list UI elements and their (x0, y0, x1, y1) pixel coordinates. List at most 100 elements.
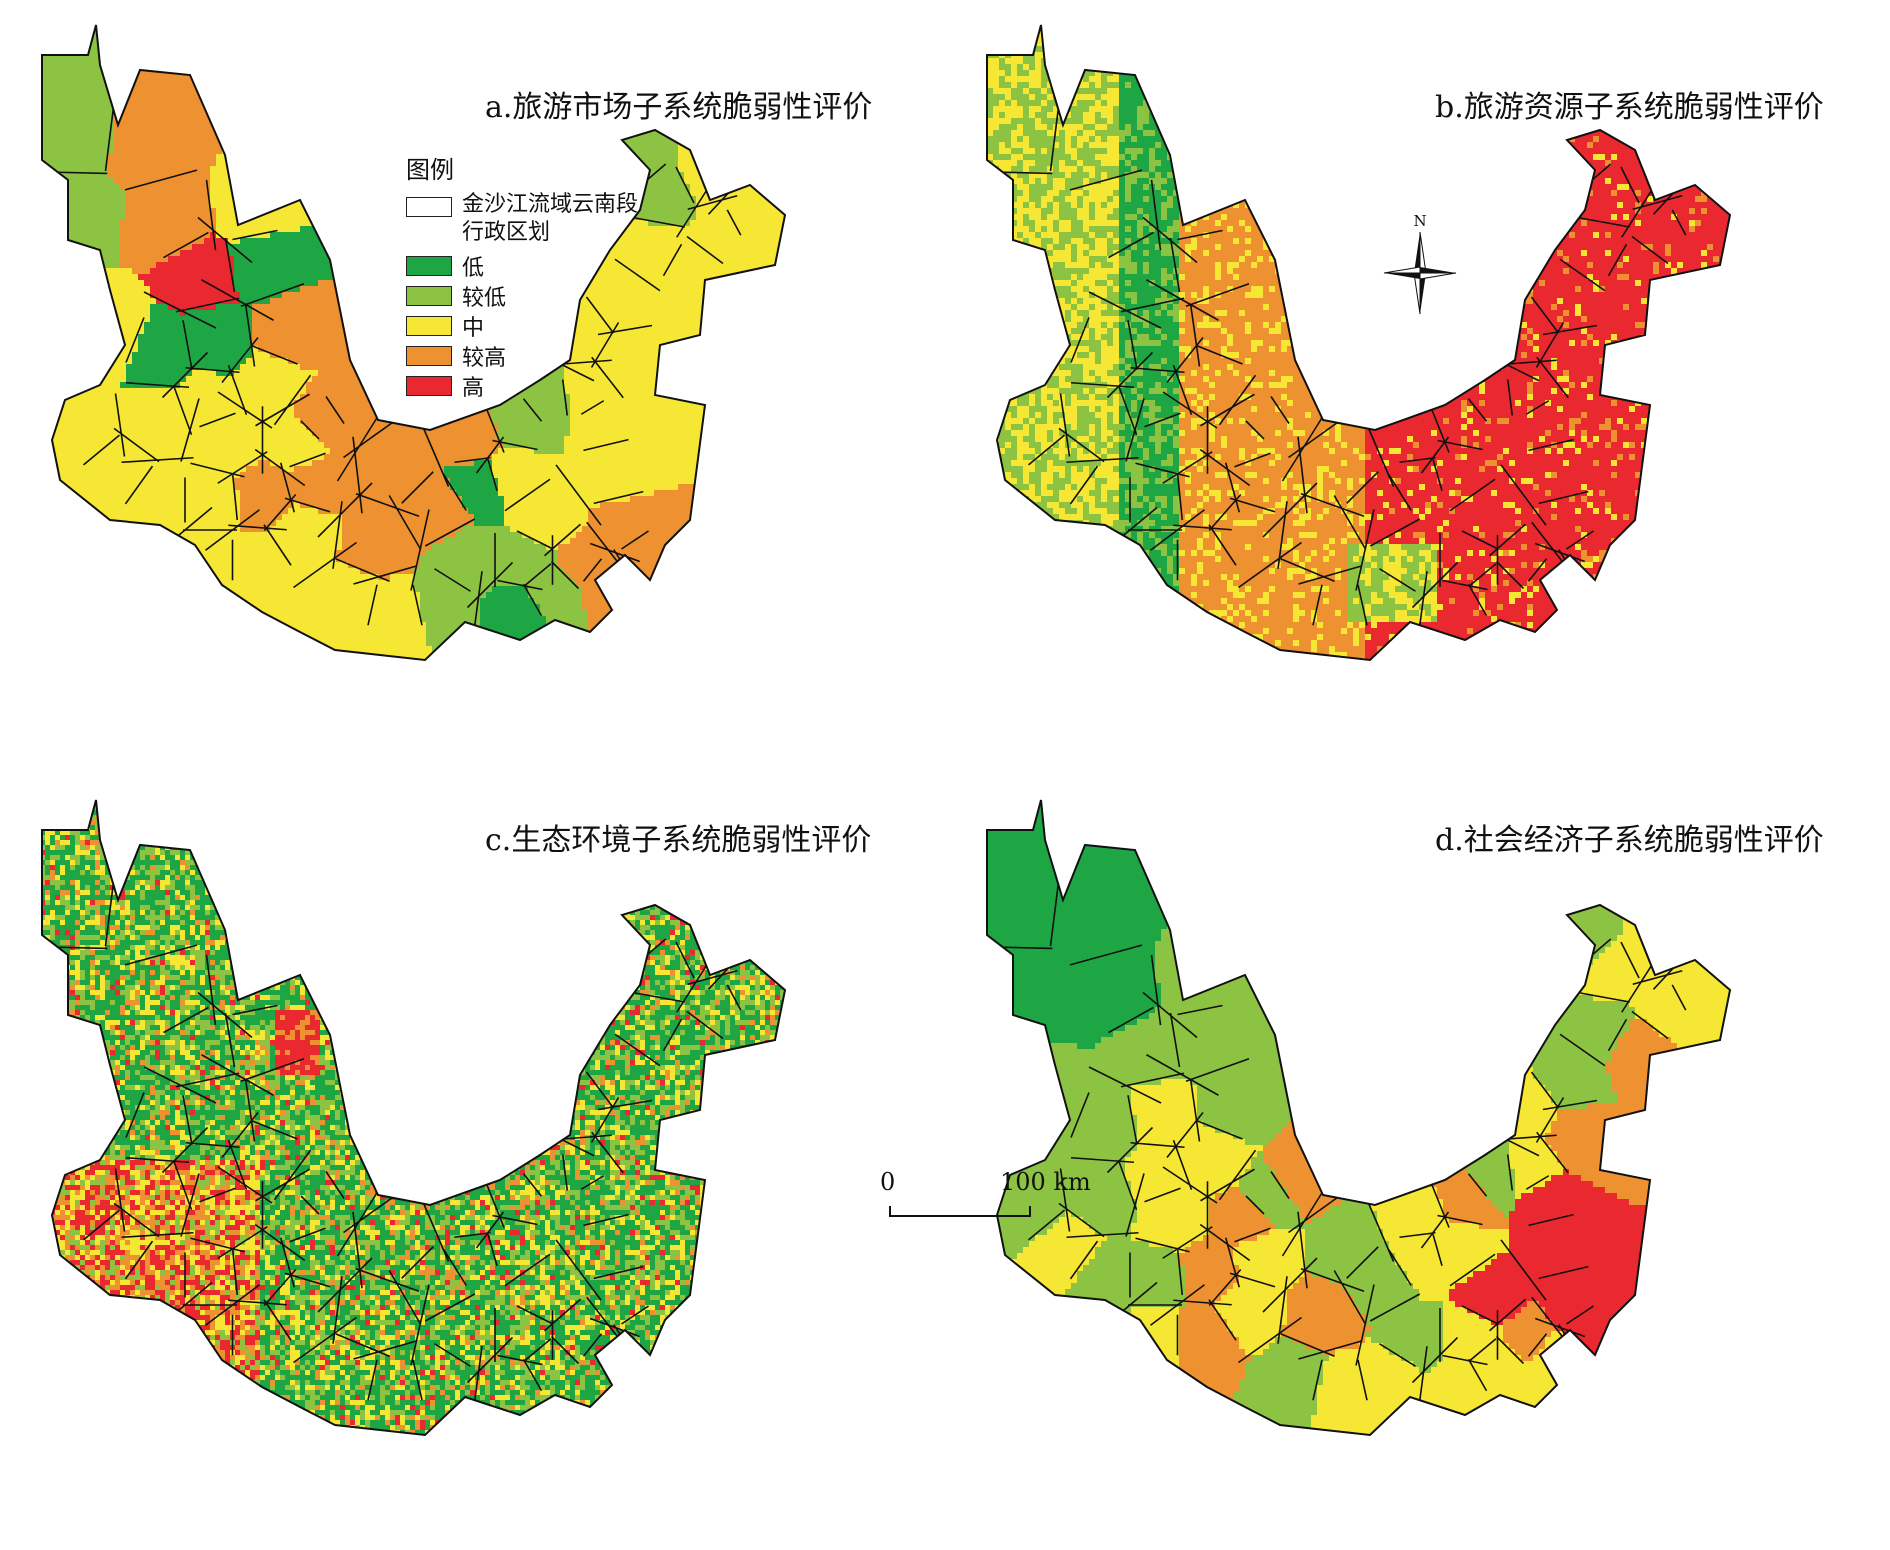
district-cell (378, 16, 384, 22)
district-cell (342, 214, 348, 220)
district-cell (120, 208, 126, 214)
district-cell (744, 58, 750, 64)
district-cell (78, 64, 84, 70)
district-cell (714, 34, 720, 40)
district-cell (528, 46, 534, 52)
district-cell (54, 76, 60, 82)
district-cell (270, 202, 276, 208)
district-cell (48, 34, 54, 40)
district-cell (186, 52, 192, 58)
district-cell (396, 94, 402, 100)
district-cell (810, 214, 816, 220)
district-cell (138, 10, 144, 16)
district-cell (114, 202, 120, 208)
district-cell (48, 82, 54, 88)
district-cell (300, 172, 306, 178)
district-cell (558, 46, 564, 52)
district-cell (522, 142, 528, 148)
district-cell (618, 70, 624, 76)
district-cell (156, 232, 162, 238)
district-cell (672, 40, 678, 46)
district-cell (36, 172, 42, 178)
district-cell (762, 28, 768, 34)
district-cell (126, 232, 132, 238)
district-cell (492, 58, 498, 64)
district-cell (42, 28, 48, 34)
district-cell (372, 112, 378, 118)
district-cell (372, 154, 378, 160)
district-cell (72, 208, 78, 214)
district-cell (228, 22, 234, 28)
district-cell (774, 196, 780, 202)
district-cell (642, 46, 648, 52)
district-cell (654, 46, 660, 52)
district-cell (786, 172, 792, 178)
district-cell (324, 220, 330, 226)
district-cell (222, 16, 228, 22)
district-cell (468, 58, 474, 64)
district-cell (366, 34, 372, 40)
district-cell (30, 178, 36, 184)
district-cell (810, 64, 816, 70)
district-cell (480, 136, 486, 142)
district-cell (396, 40, 402, 46)
district-cell (468, 88, 474, 94)
district-cell (594, 16, 600, 22)
district-cell (600, 34, 606, 40)
district-cell (264, 202, 270, 208)
district-cell (426, 76, 432, 82)
district-cell (300, 190, 306, 196)
district-cell (570, 52, 576, 58)
district-cell (348, 52, 354, 58)
district-cell (720, 184, 726, 190)
district-cell (426, 16, 432, 22)
district-cell (102, 112, 108, 118)
district-cell (228, 70, 234, 76)
district-cell (66, 16, 72, 22)
district-cell (576, 10, 582, 16)
district-cell (174, 58, 180, 64)
district-cell (84, 22, 90, 28)
district-cell (768, 70, 774, 76)
district-cell (720, 46, 726, 52)
district-cell (450, 16, 456, 22)
district-cell (492, 28, 498, 34)
district-cell (144, 46, 150, 52)
district-cell (84, 166, 90, 172)
district-cell (42, 34, 48, 40)
district-cell (276, 40, 282, 46)
district-cell (444, 22, 450, 28)
district-cell (150, 94, 156, 100)
district-cell (174, 100, 180, 106)
district-cell (282, 178, 288, 184)
district-cell (528, 142, 534, 148)
district-cell (180, 46, 186, 52)
district-cell (384, 52, 390, 58)
district-cell (396, 184, 402, 190)
district-cell (102, 196, 108, 202)
district-cell (456, 10, 462, 16)
district-cell (576, 58, 582, 64)
district-cell (246, 28, 252, 34)
district-cell (264, 136, 270, 142)
district-cell (444, 130, 450, 136)
district-cell (450, 82, 456, 88)
district-cell (744, 160, 750, 166)
district-cell (138, 16, 144, 22)
district-cell (144, 226, 150, 232)
district-cell (90, 148, 96, 154)
district-cell (354, 202, 360, 208)
district-cell (318, 148, 324, 154)
district-cell (264, 58, 270, 64)
district-cell (60, 136, 66, 142)
district-cell (198, 40, 204, 46)
district-cell (654, 190, 660, 196)
district-cell (150, 130, 156, 136)
district-cell (306, 232, 312, 238)
district-cell (642, 28, 648, 34)
district-cell (666, 148, 672, 154)
district-cell (600, 130, 606, 136)
district-cell (120, 178, 126, 184)
district-cell (318, 220, 324, 226)
district-cell (372, 160, 378, 166)
